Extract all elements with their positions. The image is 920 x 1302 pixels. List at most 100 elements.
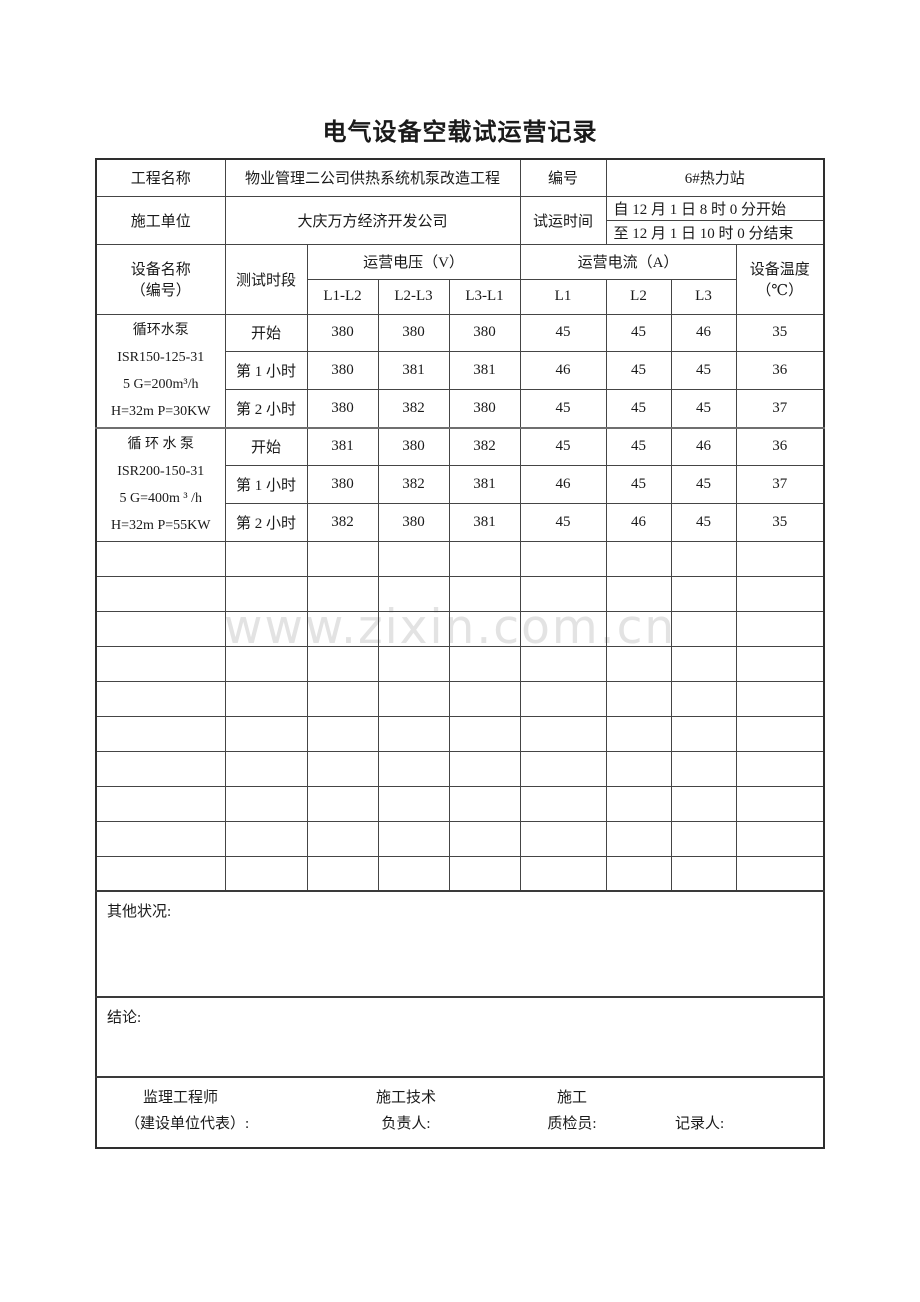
empty-cell [95, 855, 226, 892]
tech-lead-line2: 负责人: [381, 1116, 431, 1132]
empty-table-row [95, 855, 825, 892]
empty-cell [95, 575, 226, 612]
pump2-device-name: 循 环 水 泵 ISR200-150-31 5 G=400m ³ /h H=32… [95, 426, 226, 542]
period-cell: 第 2 小时 [224, 502, 308, 542]
trial-time-end: 至 12 月 1 日 10 时 0 分结束 [605, 219, 825, 245]
test-period-header: 测试时段 [224, 243, 308, 315]
value-cell: 46 [670, 426, 737, 466]
value-cell: 46 [519, 351, 607, 391]
device-name-header: 设备名称 （编号） [95, 243, 226, 315]
pump1-row-hour1: 第 1 小时 380 381 381 46 45 45 36 [96, 351, 825, 391]
qc-line1: 施工 [556, 1090, 587, 1106]
empty-cell [306, 610, 379, 647]
empty-cell [735, 855, 825, 892]
empty-cell [670, 820, 737, 857]
empty-cell [519, 540, 607, 577]
project-name-value: 物业管理二公司供热系统机泵改造工程 [224, 158, 521, 197]
value-cell: 380 [306, 464, 379, 504]
empty-cell [519, 680, 607, 717]
empty-cell [377, 645, 450, 682]
value-cell: 45 [670, 502, 737, 542]
empty-cell [95, 820, 226, 857]
value-cell: 37 [735, 389, 825, 428]
value-cell: 35 [735, 502, 825, 542]
empty-cell [306, 820, 379, 857]
value-cell: 45 [605, 389, 672, 428]
builder-value: 大庆万方经济开发公司 [224, 195, 521, 245]
empty-cell [448, 540, 521, 577]
record-table: 工程名称 物业管理二公司供热系统机泵改造工程 编号 6#热力站 施工单位 大庆万… [95, 158, 826, 1149]
value-cell: 380 [377, 426, 450, 466]
value-cell: 380 [377, 502, 450, 542]
value-cell: 382 [377, 389, 450, 428]
empty-cell [448, 680, 521, 717]
conclusion-label: 结论: [95, 996, 825, 1078]
trial-time-label: 试运时间 [519, 195, 607, 245]
empty-cell [377, 715, 450, 752]
temperature-header: 设备温度 （℃） [735, 243, 825, 315]
empty-cell [670, 785, 737, 822]
tech-lead-signature: 施工技术 负责人: [347, 1085, 465, 1137]
empty-cell [95, 785, 226, 822]
empty-cell [448, 575, 521, 612]
trial-time-start: 自 12 月 1 日 8 时 0 分开始 [605, 195, 825, 221]
empty-cell [519, 820, 607, 857]
value-cell: 380 [306, 351, 379, 391]
pump2-line4: H=32m P=55KW [111, 517, 211, 533]
empty-cell [735, 820, 825, 857]
temp-header-line2: （℃） [756, 283, 804, 299]
col-header-l2: L2 [605, 278, 672, 315]
value-cell: 45 [670, 464, 737, 504]
empty-cell [670, 610, 737, 647]
empty-cell [224, 610, 308, 647]
value-cell: 45 [605, 313, 672, 353]
empty-cell [605, 785, 672, 822]
empty-cell [605, 575, 672, 612]
empty-cell [605, 855, 672, 892]
value-cell: 45 [519, 426, 607, 466]
value-cell: 380 [306, 313, 379, 353]
value-cell: 381 [448, 464, 521, 504]
supervisor-title-line2: （建设单位代表）: [125, 1116, 250, 1132]
pump1-line4: H=32m P=30KW [111, 403, 211, 419]
page-title: 电气设备空载试运营记录 [322, 120, 598, 146]
pump1-line1: 循环水泵 [132, 322, 189, 338]
empty-cell [306, 575, 379, 612]
value-cell: 380 [377, 313, 450, 353]
number-value: 6#热力站 [605, 158, 825, 197]
period-cell: 第 2 小时 [224, 389, 308, 428]
builder-info-row: 施工单位 大庆万方经济开发公司 试运时间 自 12 月 1 日 8 时 0 分开… [95, 195, 825, 245]
pump1-device-name: 循环水泵 ISR150-125-31 5 G=200m³/h H=32m P=3… [95, 313, 226, 428]
other-conditions-label: 其他状况: [95, 890, 825, 998]
header-sub-row: L1-L2 L2-L3 L3-L1 L1 L2 L3 [96, 278, 824, 315]
col-header-l1: L1 [519, 278, 607, 315]
empty-table-row [95, 610, 825, 647]
empty-cell [670, 645, 737, 682]
pump1-line3: 5 G=200m³/h [123, 376, 199, 392]
empty-cell [448, 855, 521, 892]
empty-cell [95, 645, 226, 682]
value-cell: 37 [735, 464, 825, 504]
signature-cell: 监理工程师 （建设单位代表）: 施工技术 负责人: 施工 质检员: 记录人: [95, 1076, 825, 1149]
empty-cell [377, 855, 450, 892]
empty-cell [448, 820, 521, 857]
supervisor-title-line1: 监理工程师 [143, 1090, 219, 1106]
col-header-l1l2: L1-L2 [306, 278, 379, 315]
empty-cell [605, 750, 672, 787]
empty-cell [670, 715, 737, 752]
value-cell: 380 [448, 389, 521, 428]
empty-cell [95, 750, 226, 787]
empty-cell [519, 645, 607, 682]
empty-cell [605, 645, 672, 682]
empty-cell [519, 575, 607, 612]
empty-cell [448, 785, 521, 822]
empty-cell [670, 750, 737, 787]
empty-cell [224, 540, 308, 577]
empty-table-row [95, 820, 825, 857]
empty-cell [377, 610, 450, 647]
empty-cell [306, 645, 379, 682]
empty-cell [306, 785, 379, 822]
period-cell: 第 1 小时 [224, 351, 308, 391]
empty-cell [448, 610, 521, 647]
